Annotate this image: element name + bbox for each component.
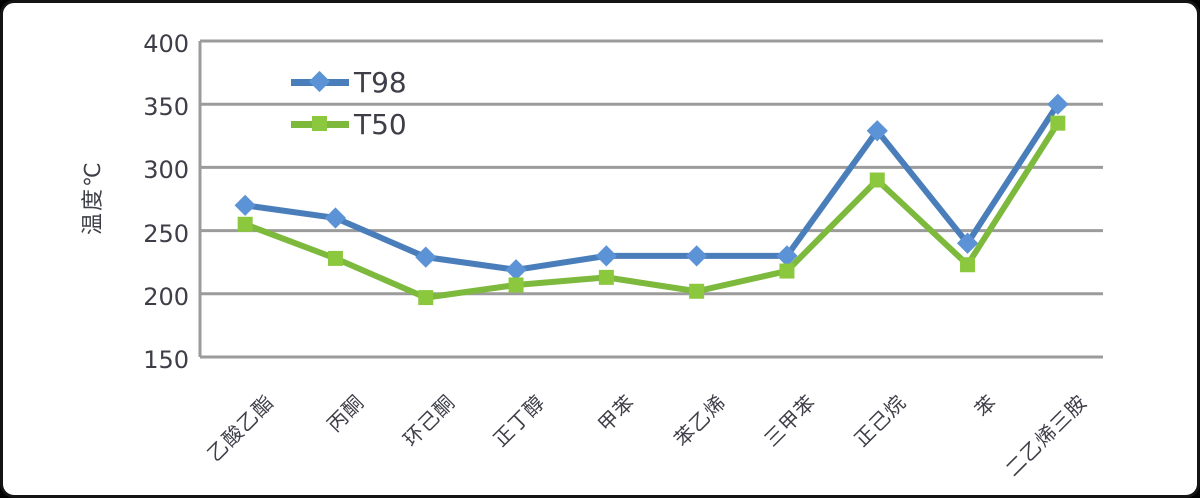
y-tick-label: 400: [143, 30, 189, 58]
square-marker-icon: [508, 277, 524, 293]
square-marker-icon: [1050, 115, 1066, 131]
square-marker-icon: [598, 269, 614, 285]
legend-label: T50: [354, 107, 407, 141]
legend-swatch: [291, 70, 349, 93]
square-marker-icon: [312, 116, 327, 131]
series-line-t50: [244, 121, 1061, 301]
y-tick-label: 150: [143, 346, 189, 374]
legend-swatch: [291, 114, 349, 134]
diamond-marker-icon: [308, 70, 331, 93]
legend-item-t98: T98: [291, 65, 407, 99]
y-tick-label: 200: [143, 282, 189, 311]
diamond-marker-icon: [956, 232, 979, 254]
diamond-marker-icon: [415, 246, 437, 268]
diamond-marker-icon: [776, 245, 798, 267]
y-tick-label: 250: [143, 219, 189, 248]
diamond-marker-icon: [324, 207, 347, 229]
series-line-t98: [244, 102, 1061, 273]
square-marker-icon: [689, 283, 705, 299]
line-chart-plot: [198, 39, 1103, 359]
diamond-marker-icon: [595, 245, 617, 267]
square-marker-icon: [418, 290, 434, 306]
diamond-marker-icon: [234, 194, 256, 216]
square-marker-icon: [869, 172, 885, 188]
square-marker-icon: [237, 216, 253, 232]
square-marker-icon: [327, 250, 343, 266]
diamond-marker-icon: [866, 120, 888, 142]
diamond-marker-icon: [686, 245, 708, 267]
square-marker-icon: [960, 257, 976, 273]
legend-label: T98: [354, 65, 407, 99]
square-marker-icon: [779, 263, 795, 279]
diamond-marker-icon: [505, 259, 527, 281]
legend: T98 T50: [291, 65, 407, 149]
y-tick-label: 350: [143, 93, 189, 122]
y-tick-label: 300: [143, 156, 189, 185]
legend-item-t50: T50: [291, 107, 407, 141]
